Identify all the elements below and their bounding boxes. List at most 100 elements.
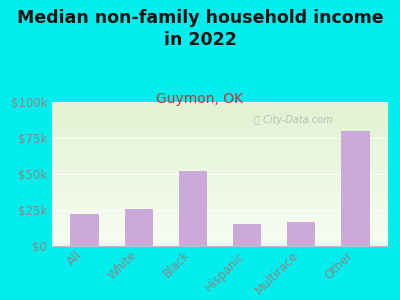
Bar bbox=[52, 230, 388, 232]
Bar bbox=[52, 244, 388, 246]
Bar bbox=[52, 154, 388, 155]
Bar bbox=[52, 158, 388, 160]
Bar bbox=[52, 240, 388, 242]
Bar bbox=[52, 144, 388, 145]
Bar bbox=[52, 151, 388, 152]
Bar bbox=[52, 204, 388, 206]
Bar bbox=[52, 235, 388, 236]
Bar bbox=[52, 178, 388, 180]
Bar bbox=[52, 152, 388, 154]
Bar bbox=[52, 134, 388, 135]
Bar bbox=[52, 129, 388, 131]
Bar bbox=[52, 105, 388, 106]
Bar bbox=[52, 113, 388, 115]
Bar bbox=[52, 116, 388, 118]
Bar bbox=[52, 216, 388, 217]
Text: ⓘ City-Data.com: ⓘ City-Data.com bbox=[254, 115, 332, 125]
Bar bbox=[52, 208, 388, 210]
Bar bbox=[52, 136, 388, 138]
Bar bbox=[52, 221, 388, 223]
Bar bbox=[52, 180, 388, 181]
Bar bbox=[52, 112, 388, 113]
Bar bbox=[52, 176, 388, 177]
Bar bbox=[52, 102, 388, 104]
Bar bbox=[52, 183, 388, 184]
Bar bbox=[125, 208, 153, 246]
Bar bbox=[52, 187, 388, 188]
Bar bbox=[52, 206, 388, 207]
Bar bbox=[179, 171, 207, 246]
Bar bbox=[341, 131, 370, 246]
Bar bbox=[52, 212, 388, 213]
Bar bbox=[52, 177, 388, 178]
Bar bbox=[52, 147, 388, 148]
Bar bbox=[52, 210, 388, 212]
Bar bbox=[52, 191, 388, 193]
Bar bbox=[52, 115, 388, 116]
Bar bbox=[52, 141, 388, 142]
Bar bbox=[52, 207, 388, 208]
Bar bbox=[52, 217, 388, 219]
Bar bbox=[52, 140, 388, 141]
Bar bbox=[52, 172, 388, 174]
Bar bbox=[52, 174, 388, 176]
Bar bbox=[52, 190, 388, 191]
Bar bbox=[52, 168, 388, 170]
Bar bbox=[52, 103, 388, 105]
Bar bbox=[52, 135, 388, 136]
Bar bbox=[52, 122, 388, 124]
Bar bbox=[52, 119, 388, 121]
Bar bbox=[52, 145, 388, 147]
Bar bbox=[52, 193, 388, 194]
Text: Median non-family household income
in 2022: Median non-family household income in 20… bbox=[17, 9, 383, 49]
Bar bbox=[52, 108, 388, 109]
Bar bbox=[52, 188, 388, 190]
Bar bbox=[52, 111, 388, 112]
Bar bbox=[52, 224, 388, 226]
Bar bbox=[52, 125, 388, 127]
Bar bbox=[52, 128, 388, 129]
Bar bbox=[52, 236, 388, 237]
Bar bbox=[52, 165, 388, 167]
Bar bbox=[52, 163, 388, 164]
Bar bbox=[52, 148, 388, 149]
Bar bbox=[52, 233, 388, 235]
Bar bbox=[52, 167, 388, 168]
Bar bbox=[52, 185, 388, 187]
Bar bbox=[52, 138, 388, 140]
Bar bbox=[52, 200, 388, 201]
Bar bbox=[52, 214, 388, 216]
Bar bbox=[52, 132, 388, 134]
Bar bbox=[52, 149, 388, 151]
Bar bbox=[52, 155, 388, 157]
Bar bbox=[52, 199, 388, 200]
Bar bbox=[52, 203, 388, 204]
Bar bbox=[52, 118, 388, 119]
Bar bbox=[52, 232, 388, 233]
Bar bbox=[70, 214, 99, 246]
Bar bbox=[52, 157, 388, 158]
Bar bbox=[52, 237, 388, 239]
Bar bbox=[52, 184, 388, 185]
Bar bbox=[52, 170, 388, 171]
Bar bbox=[52, 181, 388, 183]
Bar bbox=[52, 242, 388, 243]
Bar bbox=[52, 226, 388, 227]
Bar bbox=[52, 227, 388, 229]
Bar bbox=[52, 127, 388, 128]
Bar bbox=[52, 142, 388, 144]
Bar bbox=[52, 196, 388, 197]
Bar bbox=[52, 171, 388, 172]
Bar bbox=[52, 164, 388, 165]
Bar bbox=[52, 160, 388, 161]
Bar bbox=[52, 219, 388, 220]
Bar bbox=[52, 161, 388, 163]
Bar bbox=[287, 221, 315, 246]
Bar bbox=[52, 201, 388, 203]
Bar bbox=[52, 239, 388, 240]
Bar bbox=[52, 229, 388, 230]
Bar bbox=[52, 243, 388, 244]
Bar bbox=[52, 109, 388, 111]
Bar bbox=[52, 124, 388, 125]
Text: Guymon, OK: Guymon, OK bbox=[156, 92, 244, 106]
